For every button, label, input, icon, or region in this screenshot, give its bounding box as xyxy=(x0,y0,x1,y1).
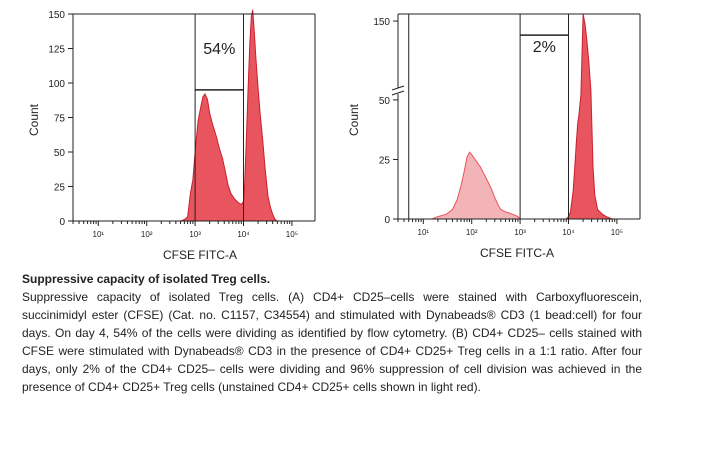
y-tick-label: 75 xyxy=(54,114,66,125)
x-tick-label: 10¹ xyxy=(418,228,430,237)
x-tick-label: 10⁵ xyxy=(611,228,623,237)
x-axis-title: CFSE FITC-A xyxy=(163,248,237,262)
y-tick-label: 100 xyxy=(48,79,65,90)
y-tick-label: 150 xyxy=(373,17,390,28)
x-tick-label: 10⁴ xyxy=(237,230,250,239)
caption-title: Suppressive capacity of isolated Treg ce… xyxy=(22,272,271,286)
x-tick-label: 10¹ xyxy=(93,230,105,239)
x-tick-label: 10² xyxy=(466,228,478,237)
x-tick-label: 10³ xyxy=(514,228,526,237)
histogram-series-2 xyxy=(398,13,640,220)
y-tick-label: 0 xyxy=(384,215,390,226)
y-tick-label: 50 xyxy=(54,148,66,159)
histogram-panel-b: 0 25 50 150 10¹ 10² 10³ 10⁴ 10⁵ 2% CFSE FITC-A Coun… xyxy=(347,13,641,260)
axis-break-gap xyxy=(392,88,404,94)
y-axis-title: Count xyxy=(347,103,361,136)
y-tick-label: 50 xyxy=(379,96,391,107)
histogram-series-1 xyxy=(398,151,640,220)
x-tick-label: 10⁴ xyxy=(562,228,575,237)
y-tick-label: 125 xyxy=(48,45,65,56)
x-tick-label: 10² xyxy=(141,230,153,239)
caption-body: Suppressive capacity of isolated Treg ce… xyxy=(22,290,642,394)
y-tick-label: 25 xyxy=(54,183,66,194)
histogram-figure: 0 25 50 75 100 125 150 10¹ 10² 10³ 10⁴ 10⁵ 54% CFSE F… xyxy=(27,9,641,262)
figure-caption: Suppressive capacity of isolated Treg ce… xyxy=(22,270,642,396)
x-tick-label: 10⁵ xyxy=(286,230,298,239)
gate-percent-label: 54% xyxy=(203,41,235,58)
histogram-series-1 xyxy=(73,9,315,222)
y-tick-label: 150 xyxy=(48,10,65,21)
y-tick-label: 0 xyxy=(59,217,65,228)
histogram-panel-a: 0 25 50 75 100 125 150 10¹ 10² 10³ 10⁴ 10⁵ 54% CFSE F… xyxy=(27,9,316,262)
y-axis-title: Count xyxy=(27,103,41,136)
x-tick-label: 10³ xyxy=(189,230,201,239)
axis-break-mark xyxy=(391,90,405,96)
gate-percent-label: 2% xyxy=(533,39,556,56)
y-tick-label: 25 xyxy=(379,155,391,166)
axis-break-mark xyxy=(391,85,405,91)
x-axis-title: CFSE FITC-A xyxy=(480,246,554,260)
